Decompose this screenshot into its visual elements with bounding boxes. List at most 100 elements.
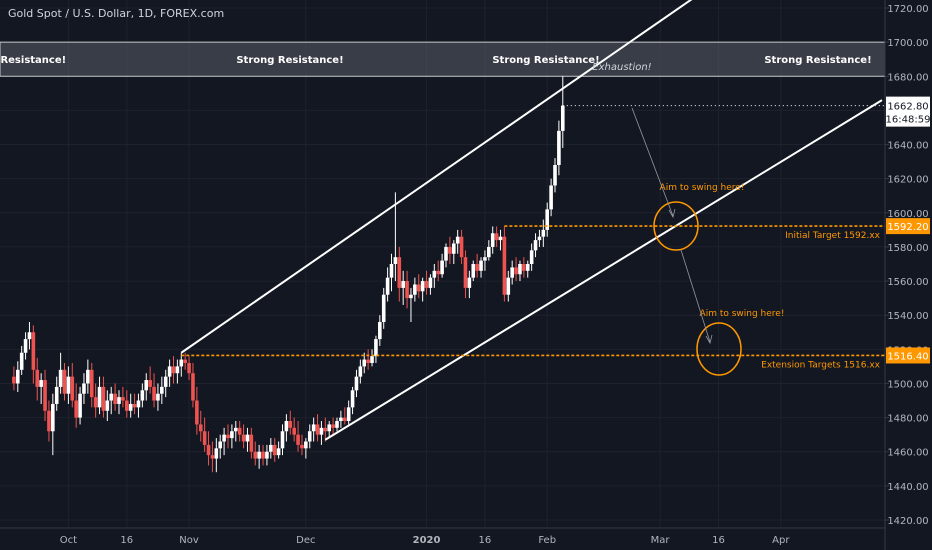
candle[interactable] — [397, 246, 402, 302]
candle[interactable] — [385, 267, 390, 302]
candle[interactable] — [448, 236, 452, 264]
candle[interactable] — [537, 229, 542, 247]
candle[interactable] — [218, 434, 223, 459]
candle[interactable] — [101, 376, 106, 418]
candle[interactable] — [366, 349, 370, 370]
candle[interactable] — [280, 424, 285, 456]
candle[interactable] — [514, 257, 518, 282]
candle[interactable] — [436, 260, 441, 282]
candle[interactable] — [86, 359, 90, 394]
candle[interactable] — [89, 362, 94, 408]
candle[interactable] — [265, 444, 269, 466]
candle[interactable] — [82, 373, 86, 404]
candle[interactable] — [47, 400, 51, 442]
candle[interactable] — [335, 417, 339, 432]
candle[interactable] — [276, 441, 281, 459]
channel-line-lower[interactable] — [324, 99, 883, 441]
candle[interactable] — [269, 438, 273, 459]
candle[interactable] — [43, 369, 47, 422]
candle[interactable] — [354, 369, 359, 398]
candle[interactable] — [315, 414, 320, 442]
candle[interactable] — [389, 253, 394, 292]
candle[interactable] — [459, 229, 464, 264]
candle[interactable] — [245, 427, 250, 452]
candle[interactable] — [529, 243, 534, 271]
candle[interactable] — [420, 277, 425, 302]
candle[interactable] — [160, 376, 164, 404]
candle[interactable] — [370, 349, 374, 367]
candle[interactable] — [272, 438, 277, 462]
candle[interactable] — [140, 383, 145, 408]
candle[interactable] — [401, 270, 405, 305]
candle[interactable] — [179, 352, 184, 377]
candle[interactable] — [187, 356, 191, 381]
candle[interactable] — [78, 386, 82, 425]
candle[interactable] — [175, 359, 180, 384]
candle[interactable] — [222, 427, 226, 456]
candle[interactable] — [490, 226, 495, 254]
swing-circle-1[interactable] — [653, 201, 699, 251]
candle[interactable] — [440, 253, 444, 278]
candle[interactable] — [113, 383, 117, 411]
price-channel[interactable] — [180, 0, 883, 441]
candle[interactable] — [288, 410, 293, 435]
candle[interactable] — [121, 386, 125, 408]
candle[interactable] — [74, 383, 78, 428]
candle[interactable] — [253, 441, 258, 466]
candle[interactable] — [93, 383, 98, 418]
candle[interactable] — [331, 417, 335, 435]
candle[interactable] — [378, 315, 382, 346]
candle[interactable] — [198, 410, 203, 442]
candle[interactable] — [541, 219, 546, 247]
candle[interactable] — [19, 345, 24, 375]
candle[interactable] — [66, 366, 71, 404]
candle[interactable] — [27, 322, 32, 350]
candle[interactable] — [284, 414, 289, 442]
candle[interactable] — [346, 400, 351, 425]
candle[interactable] — [428, 274, 433, 295]
candle[interactable] — [195, 386, 199, 435]
candle[interactable] — [471, 260, 476, 282]
candle[interactable] — [257, 444, 261, 469]
candle[interactable] — [311, 417, 316, 442]
candle[interactable] — [475, 253, 479, 278]
candle[interactable] — [358, 359, 363, 384]
candle[interactable] — [54, 376, 59, 411]
candle[interactable] — [525, 260, 530, 278]
candle[interactable] — [191, 362, 195, 408]
candle[interactable] — [479, 257, 483, 278]
candle[interactable] — [163, 369, 168, 398]
candle[interactable] — [233, 421, 238, 442]
candle[interactable] — [210, 441, 215, 473]
candle[interactable] — [455, 229, 460, 254]
candle[interactable] — [292, 417, 296, 442]
candle[interactable] — [183, 352, 187, 370]
candle[interactable] — [522, 257, 526, 278]
time-axis[interactable]: Oct 16 Nov Dec 2020 16 Feb Mar 16 Apr — [0, 527, 885, 546]
candle[interactable] — [487, 240, 491, 261]
candle[interactable] — [35, 357, 40, 401]
candle[interactable] — [51, 393, 55, 456]
candle[interactable] — [518, 260, 522, 282]
candle[interactable] — [97, 376, 102, 415]
candle[interactable] — [405, 270, 409, 309]
candle[interactable] — [128, 393, 133, 418]
candle[interactable] — [167, 359, 172, 387]
candle[interactable] — [214, 438, 219, 473]
candle[interactable] — [241, 424, 246, 449]
candle[interactable] — [136, 393, 141, 418]
candle[interactable] — [152, 373, 156, 408]
candle[interactable] — [304, 438, 308, 459]
price-axis[interactable]: 1420.001440.001460.001480.001500.001520.… — [884, 0, 932, 550]
candle[interactable] — [510, 260, 514, 285]
candle[interactable] — [249, 427, 254, 459]
candle[interactable] — [463, 250, 468, 299]
candle[interactable] — [432, 264, 437, 288]
candle[interactable] — [319, 421, 324, 445]
resistance-band[interactable] — [0, 41, 886, 77]
candle[interactable] — [117, 390, 121, 415]
candle[interactable] — [498, 229, 503, 251]
arrow-line-1[interactable] — [631, 107, 674, 217]
candle[interactable] — [409, 287, 413, 323]
